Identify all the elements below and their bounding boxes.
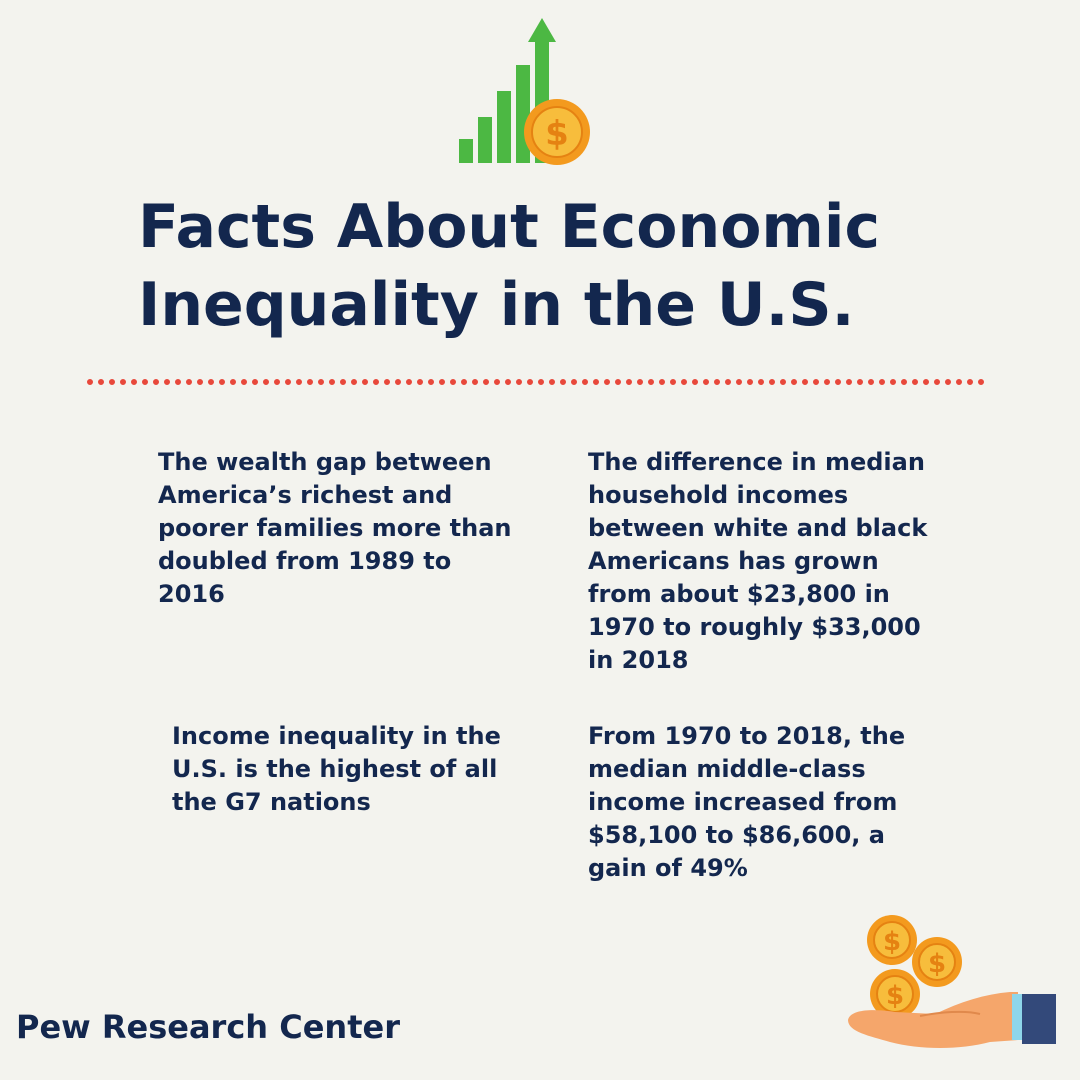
hand-with-coins-icon: $ $ $ xyxy=(848,915,1056,1048)
svg-text:$: $ xyxy=(545,114,569,154)
dotted-divider xyxy=(87,379,995,385)
growth-chart-coin-icon: $ xyxy=(459,18,590,165)
fact-racial-income-gap: The difference in median household incom… xyxy=(588,448,928,674)
svg-text:$: $ xyxy=(886,981,904,1011)
title-line-2: Inequality in the U.S. xyxy=(138,270,855,340)
fact-middle-class-income: From 1970 to 2018, the median middle-cla… xyxy=(588,722,906,882)
fact-wealth-gap: The wealth gap between America’s richest… xyxy=(158,448,512,608)
page-title: Facts About Economic Inequality in the U… xyxy=(138,188,1038,344)
svg-text:$: $ xyxy=(928,949,946,979)
coin-icon: $ xyxy=(867,915,917,965)
svg-text:$: $ xyxy=(883,927,901,957)
title-line-1: Facts About Economic xyxy=(138,192,881,262)
source-label: Pew Research Center xyxy=(16,1008,400,1046)
fact-g7-inequality: Income inequality in the U.S. is the hig… xyxy=(172,722,501,816)
coin-icon: $ xyxy=(870,969,920,1019)
coin-icon: $ xyxy=(912,937,962,987)
